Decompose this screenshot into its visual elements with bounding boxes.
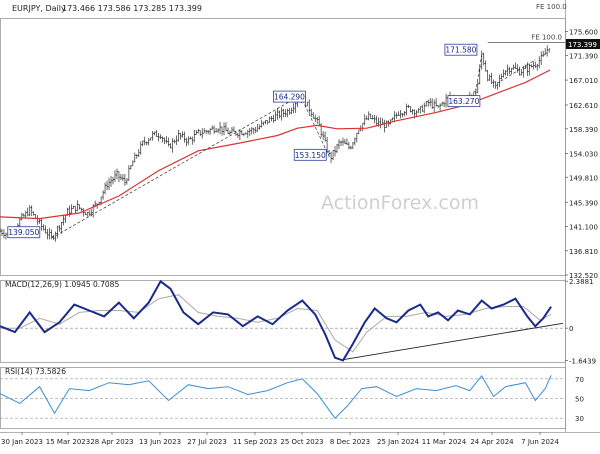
price-annotation-box — [273, 90, 306, 103]
price-annotation-box — [444, 43, 478, 56]
price-tick-label: 171.390 — [569, 52, 598, 60]
rsi-line — [0, 375, 552, 419]
macd-pane-frame — [0, 280, 566, 363]
last-price-marker — [566, 38, 600, 49]
macd-tick-label: 0 — [569, 325, 573, 333]
price-tick-label: 145.390 — [569, 199, 598, 207]
trend-projection-line — [300, 95, 331, 159]
time-tick-label: 13 Jun 2023 — [139, 438, 181, 446]
price-annotation-label: 139.050 — [8, 228, 39, 237]
price-tick-label: 141.100 — [569, 224, 598, 232]
ohlc-readout: 173.466 173.586 173.285 173.399 — [62, 4, 202, 13]
rsi-tick-label: 30 — [575, 415, 584, 423]
price-annotation-box — [447, 95, 481, 108]
price-annotation-box — [293, 148, 327, 161]
chart-title: EURJPY, Daily — [12, 4, 66, 13]
time-tick-label: 24 Apr 2024 — [470, 438, 514, 446]
price-annotation-label: 153.150 — [295, 151, 326, 160]
price-annotation-label: 164.290 — [274, 93, 305, 102]
trend-projection-line — [500, 59, 536, 82]
time-tick-label: 30 Jan 2023 — [1, 438, 43, 446]
price-tick-label: 158.390 — [569, 126, 598, 134]
time-tick-label: 27 Jul 2023 — [187, 438, 227, 446]
price-pane-frame — [0, 18, 566, 276]
time-tick-label: 11 Sep 2023 — [233, 438, 277, 446]
price-tick-label: 167.010 — [569, 77, 598, 85]
macd-line — [0, 279, 552, 362]
time-tick-label: 8 Dec 2023 — [330, 438, 370, 446]
price-tick-label: 136.810 — [569, 248, 598, 256]
macd-tick-label: 2.3881 — [569, 278, 594, 286]
watermark-text: ActionForex.com — [321, 192, 479, 214]
time-tick-label: 7 Jun 2024 — [521, 438, 559, 446]
fe-level-label: FE 100.0 — [531, 33, 562, 41]
price-tick-label: 154.030 — [569, 150, 598, 158]
fe-top-label: FE 100.0 — [536, 3, 567, 11]
trend-projection-line — [51, 95, 301, 239]
macd-signal-line — [0, 294, 552, 353]
rsi-tick-label: 70 — [575, 376, 584, 384]
trend-projection-line — [475, 54, 483, 92]
price-annotation-label: 171.580 — [445, 46, 476, 55]
price-tick-label: 175.600 — [569, 29, 598, 37]
price-tick-label: 162.610 — [569, 102, 598, 110]
time-tick-label: 15 Mar 2023 — [46, 438, 90, 446]
macd-label: MACD(12,26,9) 1.0945 0.7085 — [5, 280, 119, 289]
macd-tick-label: -1.6439 — [569, 358, 596, 366]
rsi-label: RSI(14) 73.5826 — [5, 367, 66, 376]
time-tick-label: 25 Jan 2024 — [377, 438, 420, 446]
last-price-label: 173.399 — [568, 41, 597, 49]
time-tick-label: 11 Mar 2024 — [422, 438, 467, 446]
time-tick-label: 28 Apr 2023 — [90, 438, 133, 446]
macd-trendline — [342, 322, 564, 361]
price-tick-label: 132.520 — [569, 272, 598, 280]
time-tick-label: 25 Oct 2023 — [280, 438, 323, 446]
price-tick-label: 149.810 — [569, 174, 598, 182]
price-annotation-box — [7, 226, 41, 239]
rsi-tick-label: 50 — [575, 395, 584, 403]
price-annotation-label: 163.270 — [448, 97, 479, 106]
